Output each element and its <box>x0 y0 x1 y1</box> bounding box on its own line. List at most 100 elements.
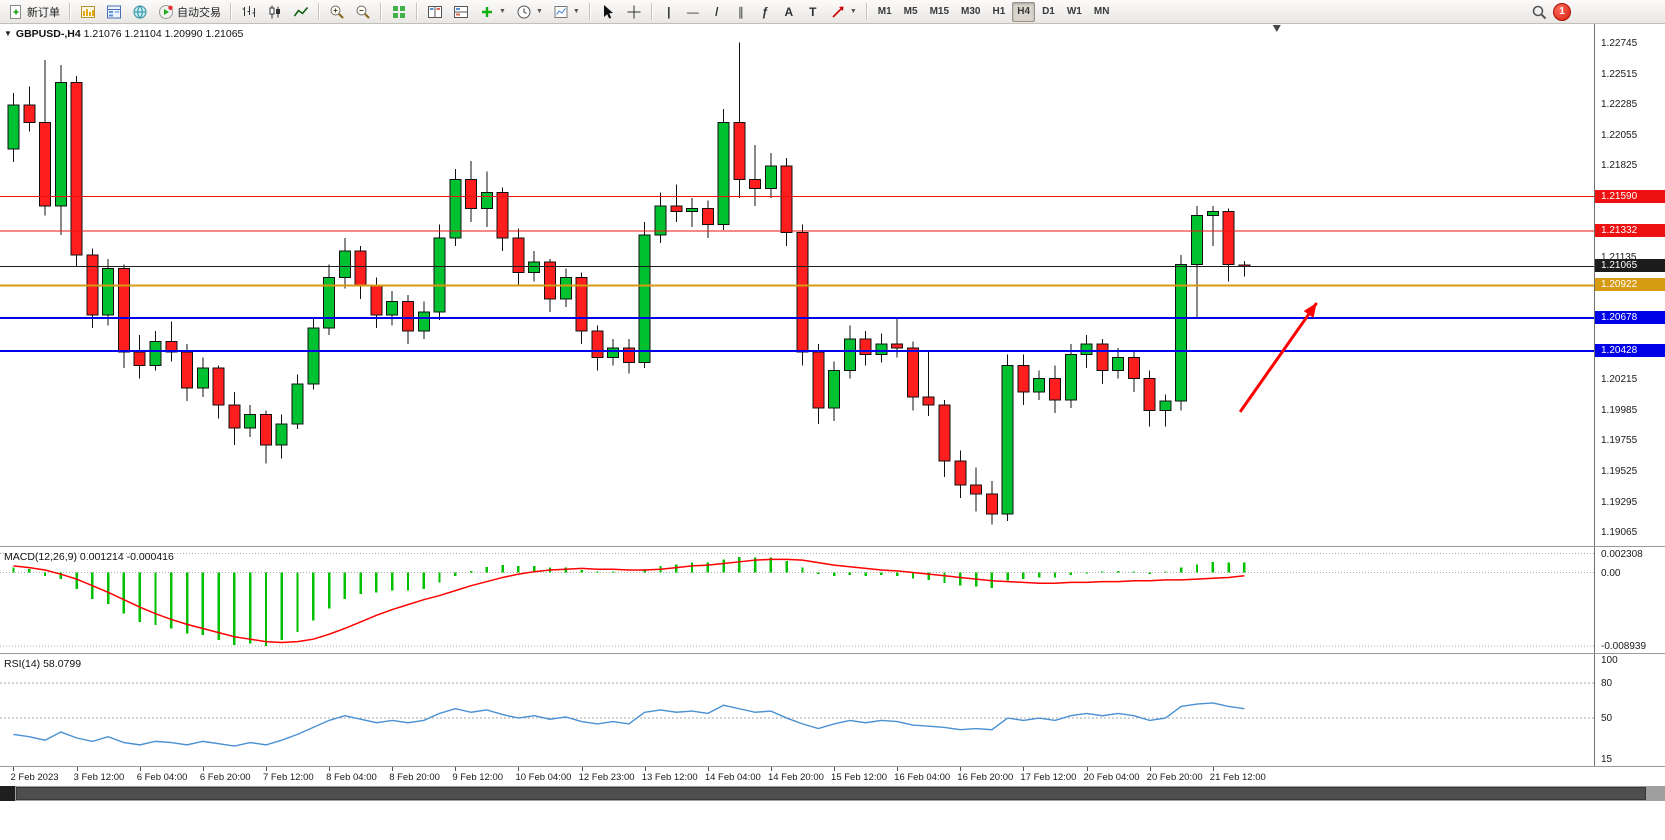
horizontal-line-button[interactable]: — <box>682 2 704 22</box>
candle <box>54 81 67 207</box>
candle <box>1143 378 1156 412</box>
label-button[interactable]: T <box>802 2 824 22</box>
candle <box>654 205 667 236</box>
timeframe-mn-button[interactable]: MN <box>1089 2 1115 22</box>
vertical-line-button[interactable]: | <box>658 2 680 22</box>
data-window-button[interactable] <box>128 2 152 22</box>
candle <box>1064 354 1077 401</box>
candle <box>591 330 604 358</box>
bar-chart-button[interactable] <box>237 2 261 22</box>
symbol-label: GBPUSD-,H4 <box>15 28 81 40</box>
axis-label: 1.21135 <box>1601 252 1637 264</box>
candle <box>1001 364 1014 515</box>
fibonacci-button[interactable]: ƒ <box>754 2 776 22</box>
arrows-tool-button[interactable]: ▼ <box>826 2 861 22</box>
axis-label: 1.22055 <box>1601 129 1638 141</box>
candle <box>686 208 699 212</box>
time-label: 12 Feb 23:00 <box>578 772 635 783</box>
candle <box>749 178 762 190</box>
timeframe-m30-button[interactable]: M30 <box>956 2 985 22</box>
candle <box>622 347 635 364</box>
rsi-panel: RSI(14) 58.0799 100 80 50 15 <box>0 653 1665 766</box>
market-watch-button[interactable] <box>102 2 126 22</box>
time-tick <box>960 767 962 771</box>
axis-label: 1.19755 <box>1601 435 1638 447</box>
candle <box>859 338 872 356</box>
text-button[interactable]: A <box>778 2 800 22</box>
macd-axis[interactable]: 0.002308 0.00 -0.008939 <box>1594 547 1665 653</box>
tile-vertical-button[interactable] <box>423 2 447 22</box>
timeframe-m1-button[interactable]: M1 <box>873 2 897 22</box>
data-window-icon <box>133 5 147 19</box>
candle <box>1191 214 1204 265</box>
time-tick <box>265 767 267 771</box>
main-toolbar: 新订单 自动交易 <box>0 0 1665 24</box>
timeframe-h4-button[interactable]: H4 <box>1012 1 1036 22</box>
zoom-in-button[interactable] <box>325 2 349 22</box>
templates-button[interactable]: ▼ <box>549 2 584 22</box>
macd-chart[interactable] <box>0 547 1594 654</box>
candle <box>544 261 557 300</box>
tile-windows-button[interactable] <box>387 2 411 22</box>
axis-label: 50 <box>1601 713 1613 725</box>
add-indicator-icon <box>482 6 492 17</box>
candle <box>812 351 825 409</box>
candle <box>512 237 525 273</box>
trend-arrow-object[interactable] <box>1238 302 1318 413</box>
axis-label: 1.22745 <box>1601 38 1638 50</box>
price-panel: ▼ GBPUSD-,H4 1.21076 1.21104 1.20990 1.21… <box>0 24 1665 546</box>
rsi-chart[interactable] <box>0 654 1594 767</box>
time-tick <box>392 767 394 771</box>
timeframe-w1-button[interactable]: W1 <box>1062 2 1087 22</box>
zoom-out-icon <box>356 5 370 19</box>
candle <box>181 351 194 389</box>
scrollbar-thumb[interactable] <box>16 787 1646 800</box>
candle <box>149 340 162 366</box>
new-order-button[interactable]: 新订单 <box>4 2 64 22</box>
timeframe-h1-button[interactable]: H1 <box>987 2 1010 22</box>
line-chart-button[interactable] <box>289 2 313 22</box>
shift-marker-icon[interactable] <box>1272 25 1281 32</box>
trendline-button[interactable]: / <box>706 2 728 22</box>
ohlc-bars-icon <box>242 5 255 17</box>
tile-horizontal-button[interactable] <box>449 2 473 22</box>
price-axis[interactable]: 1.22745 1.22515 1.22285 1.22055 1.21825 1.211… <box>1594 24 1665 546</box>
arrow-tool-icon <box>832 6 844 18</box>
candle <box>212 367 225 406</box>
template-icon <box>554 5 568 18</box>
cursor-button[interactable] <box>596 2 620 22</box>
periods-button[interactable]: ▼ <box>512 2 547 22</box>
rsi-axis[interactable]: 100 80 50 15 <box>1594 654 1665 766</box>
price-chart[interactable] <box>0 24 1594 546</box>
timeframe-m15-button[interactable]: M15 <box>925 2 954 22</box>
candlestick-icon <box>269 5 280 18</box>
time-tick <box>139 767 141 771</box>
autotrading-button[interactable]: 自动交易 <box>154 2 225 22</box>
zoom-out-button[interactable] <box>351 2 375 22</box>
crosshair-button[interactable] <box>622 2 646 22</box>
chart-ohlc-header: ▼ GBPUSD-,H4 1.21076 1.21104 1.20990 1.21… <box>4 28 243 40</box>
scrollbar-left-button[interactable] <box>0 786 15 801</box>
time-axis[interactable]: 2 Feb 2023 3 Feb 12:00 6 Feb 04:00 6 Feb 20… <box>0 766 1665 786</box>
price-line-label: 1.20678 <box>1595 310 1665 324</box>
candle <box>401 301 414 332</box>
time-label: 13 Feb 12:00 <box>641 772 698 783</box>
charts-button[interactable] <box>76 2 100 22</box>
notification-badge[interactable]: 1 <box>1553 2 1571 21</box>
search-button[interactable] <box>1527 2 1551 22</box>
indicators-button[interactable]: ▼ <box>475 2 510 22</box>
trend-arrow-head[interactable] <box>1303 302 1317 318</box>
toolbar-separator <box>416 3 418 20</box>
time-tick <box>834 767 836 771</box>
candle <box>1017 364 1030 393</box>
time-label: 3 Feb 12:00 <box>73 772 125 783</box>
channel-button[interactable]: ∥ <box>730 2 752 22</box>
toolbar-separator <box>69 3 71 20</box>
candle <box>1175 263 1188 402</box>
one-click-trading-toggle[interactable]: ▼ <box>4 29 12 38</box>
timeframe-d1-button[interactable]: D1 <box>1037 2 1060 22</box>
candlestick-chart-button[interactable] <box>263 2 287 22</box>
timeframe-m5-button[interactable]: M5 <box>899 2 923 22</box>
time-tick <box>329 767 331 771</box>
time-label: 14 Feb 20:00 <box>767 772 824 783</box>
